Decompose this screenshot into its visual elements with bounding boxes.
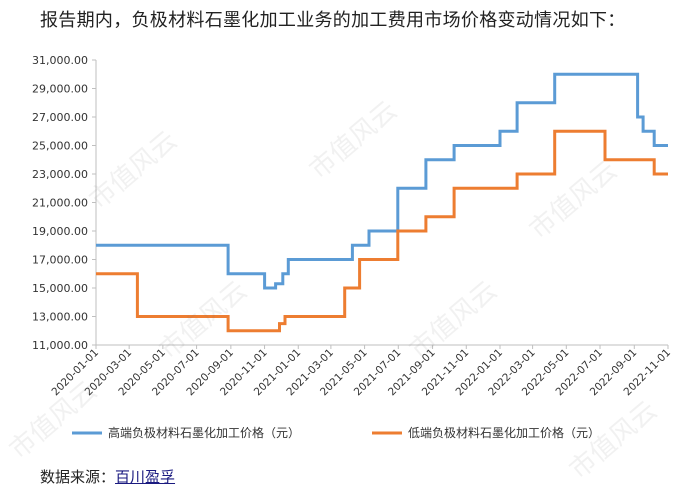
y-tick-label: 29,000.00 [32, 83, 88, 96]
y-tick-label: 15,000.00 [32, 282, 88, 295]
y-tick-label: 31,000.00 [32, 54, 88, 67]
legend-label: 低端负极材料石墨化加工价格（元） [408, 425, 600, 440]
series-lines [96, 72, 668, 333]
y-tick-label: 23,000.00 [32, 168, 88, 181]
low-end-price-line [96, 129, 668, 333]
x-tick-labels: 2020-01-012020-03-012020-05-012020-07-01… [49, 347, 673, 399]
y-tick-label: 17,000.00 [32, 254, 88, 267]
data-source-note: 数据来源：百川盈孚 [40, 466, 175, 487]
y-tick-label: 19,000.00 [32, 225, 88, 238]
y-tick-label: 21,000.00 [32, 197, 88, 210]
y-tick-label: 25,000.00 [32, 140, 88, 153]
y-tick-label: 11,000.00 [32, 339, 88, 352]
legend-label: 高端负极材料石墨化加工价格（元） [108, 425, 300, 440]
chart-axes [92, 59, 669, 349]
y-tick-label: 27,000.00 [32, 111, 88, 124]
chart-legend: 高端负极材料石墨化加工价格（元） 低端负极材料石墨化加工价格（元） [72, 425, 600, 440]
data-source-link[interactable]: 百川盈孚 [115, 468, 176, 486]
page-title: 报告期内，负极材料石墨化加工业务的加工费用市场价格变动情况如下： [40, 10, 626, 31]
y-tick-labels: 11,000.00 13,000.00 15,000.00 17,000.00 19,0… [32, 54, 88, 352]
data-source-label: 数据来源： [40, 468, 116, 486]
y-tick-label: 13,000.00 [32, 311, 88, 324]
high-end-price-line [96, 72, 668, 290]
